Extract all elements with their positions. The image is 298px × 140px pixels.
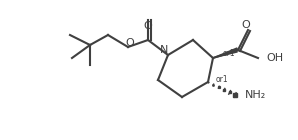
Text: OH: OH (266, 53, 283, 63)
Text: NH₂: NH₂ (245, 90, 266, 100)
Text: O: O (242, 20, 250, 30)
Text: or1: or1 (216, 74, 229, 83)
Text: or1: or1 (223, 48, 236, 58)
Text: O: O (144, 21, 152, 31)
Text: N: N (160, 45, 168, 55)
Text: O: O (126, 38, 134, 48)
Polygon shape (213, 48, 237, 58)
